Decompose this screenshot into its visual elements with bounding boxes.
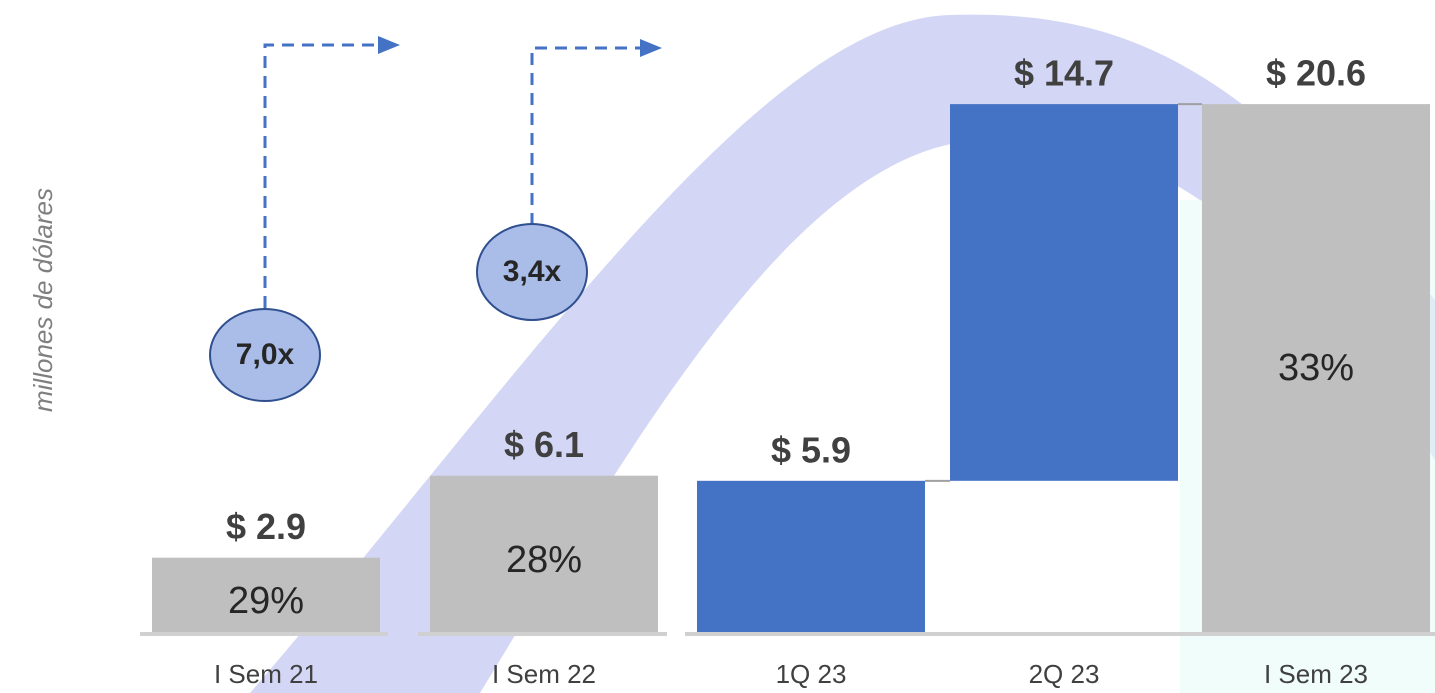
bar [697, 480, 925, 632]
x-tick-label: I Sem 23 [1264, 659, 1368, 689]
x-tick-label: 2Q 23 [1029, 659, 1100, 689]
value-label: $ 5.9 [771, 429, 851, 470]
x-tick-label: I Sem 21 [214, 659, 318, 689]
value-label: $ 6.1 [504, 424, 584, 465]
bar [430, 475, 658, 632]
annotation: 7,0x [236, 338, 295, 371]
growth-bubble [476, 223, 588, 321]
growth-bubble [209, 308, 321, 402]
value-label: $ 2.9 [226, 506, 306, 547]
bar [950, 104, 1178, 481]
value-label: $ 20.6 [1266, 53, 1366, 94]
y-axis-label: millones de dólares [28, 188, 58, 412]
arrow-head [378, 36, 400, 54]
annotation: 3,4x [503, 255, 562, 288]
x-tick-label: 1Q 23 [776, 659, 847, 689]
inner-label: 28% [506, 539, 582, 581]
bar [1202, 104, 1430, 632]
inner-label: 29% [228, 580, 304, 622]
value-label: $ 14.7 [1014, 53, 1114, 94]
arrow-head [640, 39, 662, 57]
inner-label: 33% [1278, 347, 1354, 389]
growth-arrow [263, 43, 640, 308]
x-tick-label: I Sem 22 [492, 659, 596, 689]
bar [152, 557, 380, 632]
